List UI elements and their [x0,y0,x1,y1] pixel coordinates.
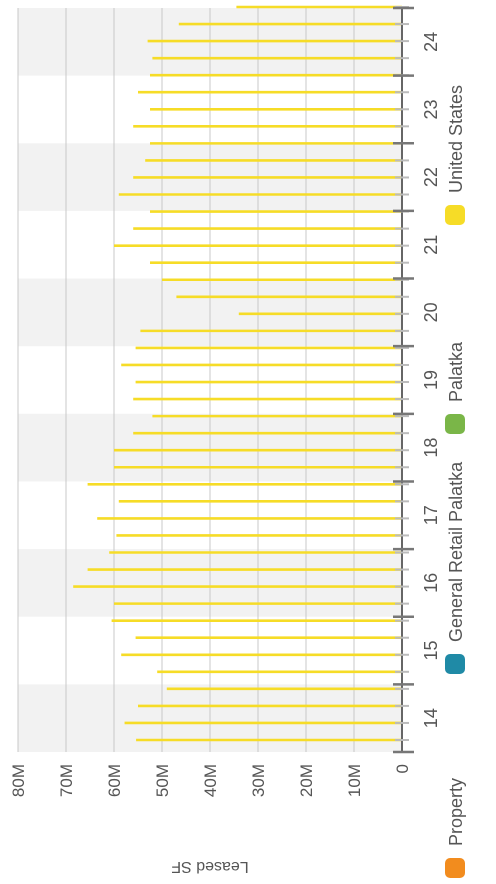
legend-swatch [445,414,465,434]
x-axis [393,6,414,754]
legend-label: General Retail Palatka [446,461,466,642]
year-label: 22 [421,167,441,187]
y-tick-label: 10M [345,764,364,797]
year-label: 16 [421,573,441,593]
year-label: 21 [421,235,441,255]
y-axis-label: Leased SF [171,858,249,875]
y-tick-label: 40M [201,764,220,797]
y-tick-label: 80M [9,764,28,797]
legend-label: United States [446,85,466,193]
legend-label: Palatka [446,341,466,402]
legend-swatch [445,858,465,878]
legend-swatch [445,654,465,674]
legend-label: Property [446,778,466,846]
y-tick-label: 60M [105,764,124,797]
y-tick-label: 20M [297,764,316,797]
year-labels: 14 15 16 17 18 19 20 21 22 23 24 [421,32,441,728]
year-label: 17 [421,505,441,525]
year-label: 15 [421,641,441,661]
legend: Property General Retail Palatka Palatka Uni… [445,85,466,878]
year-label: 20 [421,302,441,322]
y-tick-label: 30M [249,764,268,797]
year-label: 19 [421,370,441,390]
year-label: 23 [421,99,441,119]
year-label: 14 [421,708,441,728]
bars [73,5,402,742]
gridlines [17,8,355,752]
y-tick-label: 0 [393,764,412,773]
year-label: 18 [421,438,441,458]
y-ticks: 0 10M 20M 30M 40M 50M 60M 70M 80M [9,764,412,797]
year-label: 24 [421,32,441,52]
y-tick-label: 70M [57,764,76,797]
legend-swatch [445,205,465,225]
y-tick-label: 50M [153,764,172,797]
